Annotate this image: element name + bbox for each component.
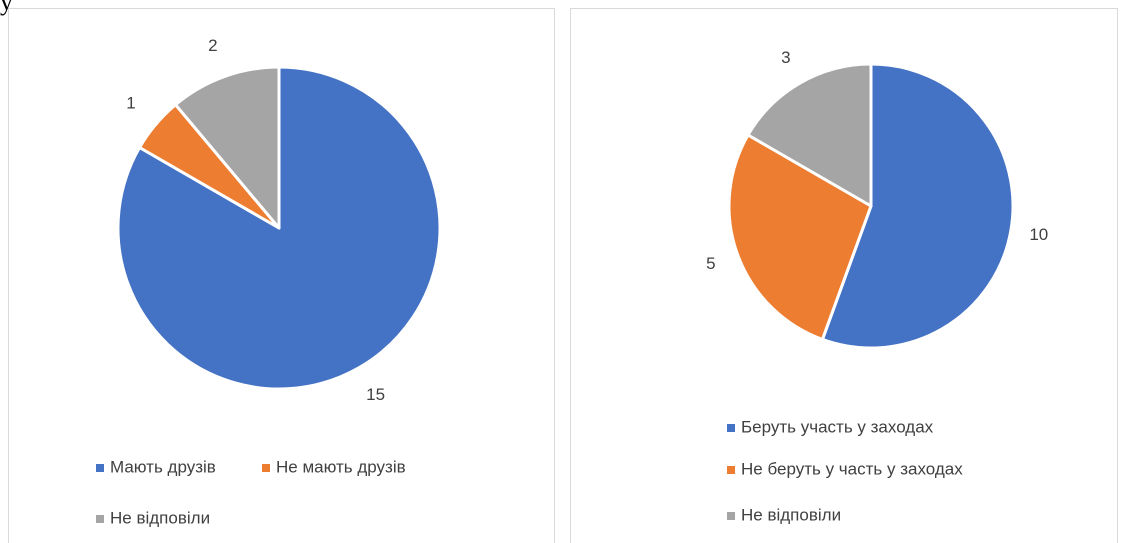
legend-swatch [96,464,104,472]
legend-swatch [727,424,735,432]
data-label: 2 [208,36,217,55]
legend-swatch [262,464,270,472]
legend-label: Не мають друзів [276,457,406,476]
data-label: 3 [781,48,790,67]
legend-label: Мають друзів [110,457,216,476]
chart-frame [570,8,1118,543]
data-label: 1 [126,93,135,112]
legend-label: Не відповіли [741,505,841,524]
page-text: у [0,0,13,16]
pie-slice [174,65,281,230]
legend-swatch [96,515,104,523]
legend-swatch [727,466,735,474]
chart-frame [8,8,555,543]
legend-label: Беруть участь у заходах [741,417,934,436]
legend-label: Не відповіли [110,508,210,527]
data-label: 10 [1029,225,1048,244]
legend-swatch [727,512,735,520]
data-label: 5 [706,254,715,273]
data-label: 15 [366,385,385,404]
legend-label: Не беруть у часть у заходах [741,459,963,478]
pie-slice [820,62,1015,350]
pie-slice [746,62,873,208]
